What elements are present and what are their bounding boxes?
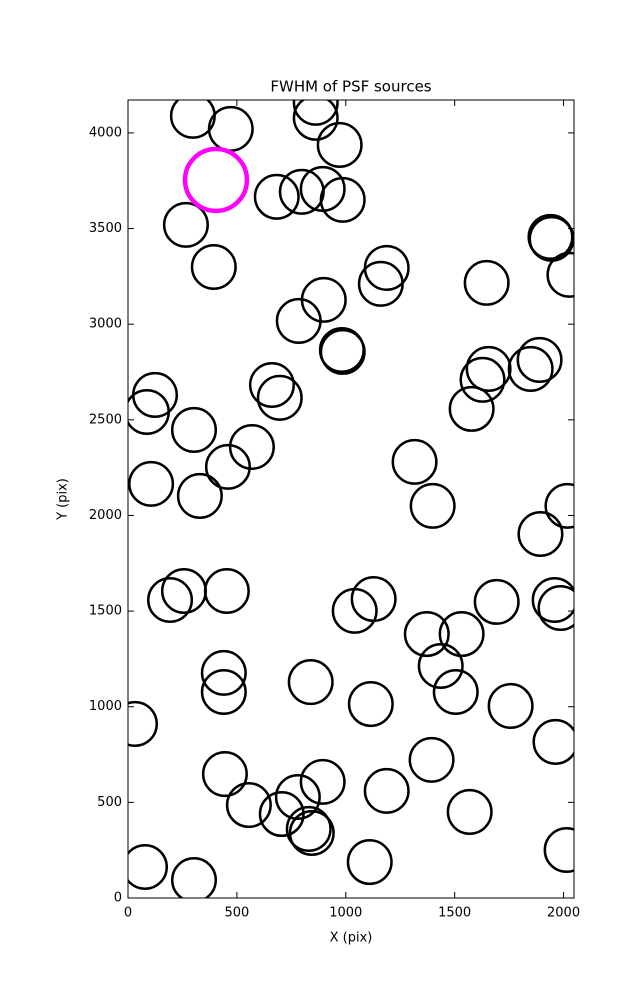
psf-source [546,251,574,298]
psf-source [176,472,223,519]
x-tick-label: 0 [124,906,132,921]
psf-source [225,782,272,829]
psf-source [316,121,363,168]
x-tick-label: 1000 [329,906,362,921]
psf-source [516,336,563,383]
psf-source [200,668,247,716]
psf-source [170,856,218,898]
psf-source [256,374,303,421]
psf-source [253,173,300,220]
psf-source [274,773,321,821]
psf-source [292,100,339,141]
psf-source [487,682,534,729]
x-axis-label: X (pix) [330,931,373,946]
psf-source [285,805,332,852]
psf-source [417,642,464,690]
psf-source [363,767,410,814]
psf-source [543,826,574,874]
psf-source [350,576,397,623]
y-tick-label: 2000 [89,508,122,523]
y-tick-label: 4000 [89,125,122,140]
psf-source [448,385,495,432]
psf-source [275,297,322,344]
y-tick-label: 3000 [89,317,122,332]
y-tick-label: 2500 [89,412,122,427]
psf-source [391,438,438,485]
x-tick-label: 1500 [438,906,471,921]
psf-source [128,843,169,891]
psf-source [287,659,334,706]
psf-source [346,839,393,886]
psf-source [147,576,194,624]
y-tick-label: 500 [97,795,122,810]
psf-source [248,361,295,409]
psf-source [403,611,450,658]
plot-area [128,100,574,898]
psf-source [319,176,366,223]
y-tick-label: 0 [114,891,122,906]
psf-source [203,567,250,615]
psf-source [537,585,574,632]
psf-source [288,809,335,856]
psf-source [347,681,394,728]
psf-source [182,146,250,214]
psf-source [162,201,209,248]
psf-source [507,345,554,392]
psf-source [200,649,247,696]
psf-source [292,100,339,126]
psf-source [190,243,237,291]
psf-source [128,700,158,747]
psf-source [128,460,175,507]
y-tick-label: 3500 [89,221,122,236]
psf-source [446,788,493,835]
psf-source [463,259,510,306]
psf-source [357,260,404,307]
x-tick-label: 500 [224,906,249,921]
psf-source [532,718,574,765]
psf-source [409,482,456,529]
axes-frame [127,99,575,899]
y-tick-label: 1000 [89,699,122,714]
chart-title: FWHM of PSF sources [270,78,431,96]
psf-source [465,345,512,392]
psf-source [438,611,485,658]
psf-source [319,328,366,375]
psf-source [201,751,248,798]
psf-source [204,443,251,490]
psf-source [299,758,346,805]
psf-source [228,423,275,471]
psf-source [170,406,218,453]
psf-source [128,388,170,435]
y-tick-label: 1500 [89,604,122,619]
psf-source [473,578,520,625]
psf-source [544,482,574,529]
psf-source [408,736,455,783]
psf-source [432,668,479,716]
psf-source [459,356,506,403]
psf-source [531,576,574,624]
y-axis-label: Y (pix) [56,478,71,521]
x-tick-label: 2000 [547,906,580,921]
psf-source [517,510,564,558]
